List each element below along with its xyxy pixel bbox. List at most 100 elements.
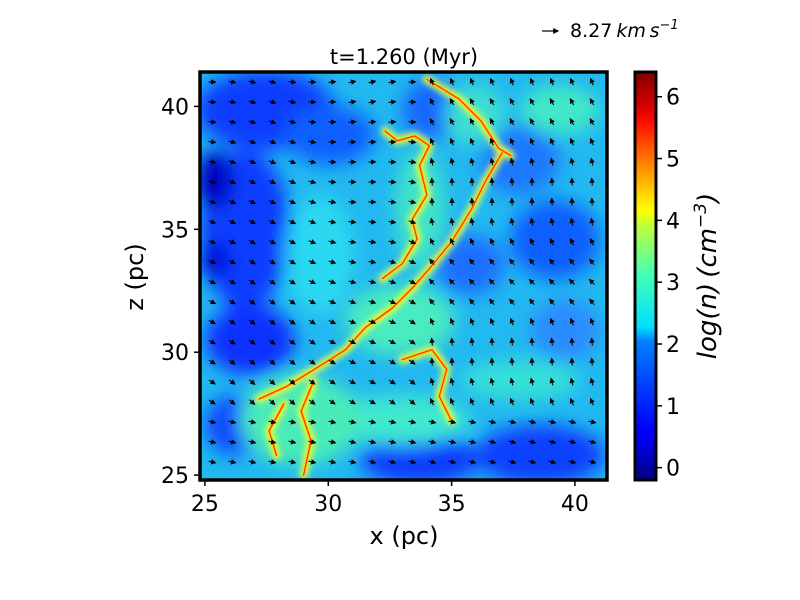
velocity-arrow: [428, 278, 435, 285]
velocity-arrow: [228, 399, 236, 405]
velocity-arrow: [549, 337, 555, 346]
velocity-arrow: [529, 118, 535, 126]
velocity-arrow: [549, 258, 555, 266]
velocity-arrow: [388, 259, 397, 265]
chart-title: t=1.260 (Myr): [330, 45, 478, 69]
velocity-arrow: [328, 439, 337, 445]
velocity-arrow: [548, 439, 557, 445]
velocity-arrow: [449, 77, 455, 86]
velocity-arrow: [268, 239, 276, 245]
velocity-arrow: [469, 377, 475, 386]
velocity-arrow: [508, 278, 515, 285]
velocity-arrow: [368, 239, 377, 245]
velocity-arrow: [308, 439, 317, 445]
y-axis: 25 30 35 40: [161, 95, 200, 489]
velocity-arrow: [488, 459, 497, 465]
velocity-arrow: [248, 179, 257, 185]
velocity-arrow: [228, 439, 237, 445]
velocity-arrow: [228, 319, 236, 325]
velocity-arrow: [268, 159, 277, 165]
velocity-arrow: [348, 419, 357, 425]
velocity-arrow: [248, 419, 257, 425]
velocity-arrow: [248, 79, 257, 85]
velocity-arrow: [508, 459, 517, 465]
velocity-arrow: [368, 219, 377, 225]
filament-core-upper-branch: [426, 78, 512, 157]
velocity-arrow: [529, 317, 535, 326]
velocity-arrow: [388, 79, 397, 85]
velocity-arrow: [469, 118, 475, 126]
velocity-arrow: [228, 199, 237, 205]
velocity-arrow: [388, 339, 397, 345]
velocity-arrow: [429, 118, 435, 126]
velocity-arrow: [348, 219, 357, 225]
velocity-arrow: [469, 298, 475, 306]
velocity-arrow: [529, 98, 535, 106]
colorbar-tick-label: 4: [666, 209, 680, 234]
velocity-arrow: [268, 359, 276, 365]
filament-core-lower-left: [268, 403, 285, 456]
colorbar-label: log(n) (cm−3): [691, 193, 723, 360]
velocity-arrow: [569, 217, 575, 226]
velocity-arrow: [368, 439, 377, 445]
velocity-arrow: [348, 379, 357, 385]
velocity-arrow: [388, 279, 397, 285]
velocity-arrow: [569, 258, 575, 266]
velocity-arrow: [549, 217, 555, 226]
velocity-arrow: [388, 319, 397, 325]
velocity-arrow: [368, 379, 377, 385]
velocity-arrow: [569, 237, 575, 246]
x-tick-label: 40: [561, 492, 589, 517]
velocity-arrow: [589, 258, 595, 266]
velocity-arrow: [589, 157, 595, 166]
velocity-arrow: [228, 99, 237, 105]
velocity-arrow: [588, 459, 597, 465]
velocity-arrow: [529, 77, 535, 86]
velocity-arrow: [509, 137, 515, 146]
velocity-arrow: [589, 397, 595, 406]
velocity-arrow: [308, 359, 316, 365]
velocity-arrow: [589, 217, 595, 226]
velocity-arrow: [489, 298, 495, 306]
velocity-arrow: [429, 298, 435, 306]
velocity-arrow: [569, 177, 575, 186]
velocity-arrow: [509, 298, 515, 306]
x-axis: 25 30 35 40: [191, 480, 589, 517]
velocity-arrow: [288, 239, 297, 245]
velocity-arrow: [208, 379, 216, 385]
velocity-arrow: [208, 359, 216, 365]
velocity-arrow: [308, 299, 317, 305]
velocity-arrow: [569, 118, 575, 126]
filament-core-lower-fork: [300, 381, 315, 476]
velocity-arrow: [449, 377, 455, 386]
velocity-arrow: [288, 199, 297, 205]
velocity-arrow: [208, 459, 217, 465]
velocity-arrow: [429, 397, 435, 406]
velocity-arrow: [469, 77, 475, 86]
filament-core-main-diagonal: [258, 150, 504, 400]
velocity-arrow: [589, 357, 595, 366]
velocity-arrow: [249, 399, 256, 406]
velocity-arrow: [529, 397, 535, 406]
velocity-arrow: [508, 419, 517, 425]
velocity-arrow: [248, 159, 257, 165]
velocity-arrow: [448, 278, 455, 285]
velocity-arrow: [248, 259, 256, 265]
colorbar-tick-label: 1: [666, 395, 680, 420]
velocity-arrow: [429, 157, 435, 166]
velocity-arrow: [529, 157, 535, 166]
velocity-arrow: [449, 337, 455, 346]
velocity-arrow: [589, 118, 595, 126]
y-tick-label: 25: [161, 464, 189, 489]
velocity-arrow: [348, 439, 357, 445]
velocity-arrow: [448, 459, 457, 465]
velocity-arrow: [589, 177, 595, 186]
velocity-arrow: [528, 419, 537, 425]
velocity-arrow: [468, 278, 475, 285]
velocity-arrow: [469, 177, 475, 186]
velocity-arrow: [248, 439, 257, 445]
colorbar-scale: [633, 70, 658, 482]
velocity-arrow: [228, 179, 237, 185]
velocity-arrow: [449, 137, 455, 146]
velocity-arrow: [268, 119, 277, 125]
